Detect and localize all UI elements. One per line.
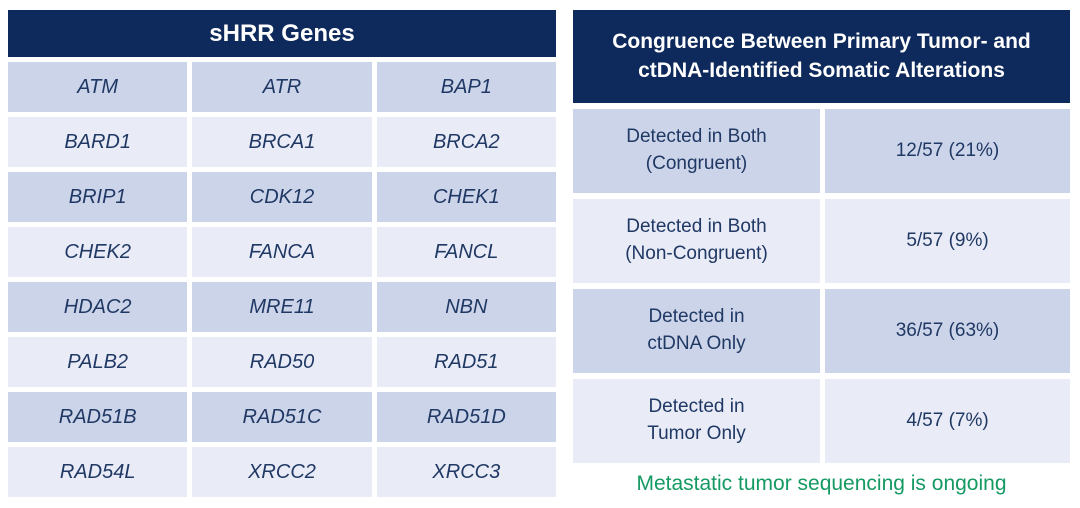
gene-cell: FANCA [192,227,372,277]
gene-cell: BRCA2 [376,117,556,167]
shrr-genes-table-body: ATM ATR BAP1 BARD1 BRCA1 BRCA2 BRIP1 CDK… [8,62,556,497]
row-label: Detected in Both (Non-Congruent) [573,199,820,283]
table-row: Detected in Both (Congruent) 12/57 (21%) [573,109,1070,193]
gene-cell: BARD1 [8,117,188,167]
gene-row: CHEK2 FANCA FANCL [8,227,556,277]
gene-cell: BAP1 [376,62,556,112]
gene-cell: CDK12 [192,172,372,222]
gene-cell: XRCC3 [376,447,556,497]
gene-cell: MRE11 [192,282,372,332]
congruence-table-body: Detected in Both (Congruent) 12/57 (21%)… [573,109,1070,463]
row-label-line-1: Detected in Both [626,216,767,238]
gene-cell: BRCA1 [192,117,372,167]
gene-cell: CHEK2 [8,227,188,277]
row-label-line-2: (Congruent) [645,153,748,174]
gene-cell: RAD54L [8,447,188,497]
gene-cell: FANCL [376,227,556,277]
gene-row: PALB2 RAD50 RAD51 [8,337,556,387]
gene-cell: RAD50 [192,337,372,387]
row-label: Detected in Tumor Only [573,379,820,463]
row-label-line-1: Detected in Both [626,126,767,148]
gene-row: RAD51B RAD51C RAD51D [8,392,556,442]
table-row: Detected in Both (Non-Congruent) 5/57 (9… [573,199,1070,283]
gene-cell: RAD51 [376,337,556,387]
row-label-line-2: Tumor Only [647,423,746,444]
row-value: 5/57 (9%) [825,199,1070,283]
congruence-table-title: Congruence Between Primary Tumor- and ct… [573,10,1070,103]
gene-cell: RAD51C [192,392,372,442]
row-label-line-2: ctDNA Only [647,333,746,354]
gene-cell: BRIP1 [8,172,188,222]
congruence-title-line-2: ctDNA-Identified Somatic Alterations [638,58,1005,82]
table-row: Detected in Tumor Only 4/57 (7%) [573,379,1070,463]
gene-cell: CHEK1 [376,172,556,222]
row-value: 12/57 (21%) [825,109,1070,193]
gene-cell: HDAC2 [8,282,188,332]
gene-cell: NBN [376,282,556,332]
gene-row: ATM ATR BAP1 [8,62,556,112]
congruence-title-line-1: Congruence Between Primary Tumor- and [612,30,1031,54]
gene-cell: ATM [8,62,188,112]
congruence-table: Congruence Between Primary Tumor- and ct… [573,10,1070,496]
shrr-genes-table-title: sHRR Genes [8,10,556,57]
gene-cell: PALB2 [8,337,188,387]
row-label: Detected in ctDNA Only [573,289,820,373]
gene-row: BRIP1 CDK12 CHEK1 [8,172,556,222]
gene-cell: XRCC2 [192,447,372,497]
row-label-line-2: (Non-Congruent) [625,243,768,264]
gene-row: HDAC2 MRE11 NBN [8,282,556,332]
gene-cell: ATR [192,62,372,112]
row-label-line-1: Detected in [648,396,745,418]
sequencing-status-footnote: Metastatic tumor sequencing is ongoing [636,472,1007,495]
gene-cell: RAD51B [8,392,188,442]
table-row: Detected in ctDNA Only 36/57 (63%) [573,289,1070,373]
row-value: 36/57 (63%) [825,289,1070,373]
gene-row: BARD1 BRCA1 BRCA2 [8,117,556,167]
gene-row: RAD54L XRCC2 XRCC3 [8,447,556,497]
row-label: Detected in Both (Congruent) [573,109,820,193]
shrr-genes-table: sHRR Genes ATM ATR BAP1 BARD1 BRCA1 BRCA… [8,10,556,497]
row-value: 4/57 (7%) [825,379,1070,463]
row-label-line-1: Detected in [648,306,745,328]
gene-cell: RAD51D [376,392,556,442]
